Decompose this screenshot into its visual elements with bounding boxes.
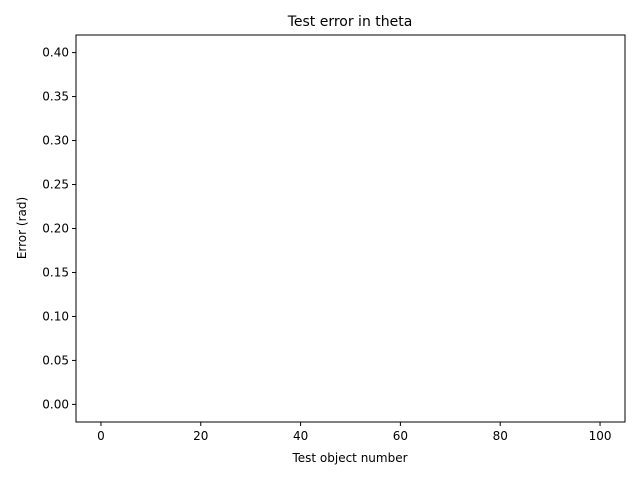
x-tick-label: 80	[493, 429, 508, 443]
x-tick-label: 0	[97, 429, 105, 443]
x-tick-label: 100	[589, 429, 612, 443]
x-tick-label: 20	[193, 429, 208, 443]
y-tick-label: 0.35	[42, 90, 69, 104]
y-axis: 0.00 0.05 0.10 0.15 0.20 0.25 0.30 0.35 0.40	[42, 46, 76, 411]
y-tick-label: 0.30	[42, 134, 69, 148]
y-tick-label: 0.10	[42, 309, 69, 323]
y-tick-label: 0.40	[42, 46, 69, 60]
y-tick-label: 0.05	[42, 353, 69, 367]
y-tick-label: 0.15	[42, 265, 69, 279]
x-axis: 0 20 40 60 80 100	[97, 422, 611, 443]
x-axis-label: Test object number	[291, 451, 407, 465]
y-tick-label: 0.20	[42, 222, 69, 236]
x-tick-label: 60	[393, 429, 408, 443]
y-tick-label: 0.00	[42, 397, 69, 411]
y-tick-label: 0.25	[42, 178, 69, 192]
chart-title: Test error in theta	[287, 14, 413, 30]
y-axis-label: Error (rad)	[15, 197, 29, 259]
x-tick-label: 40	[293, 429, 308, 443]
